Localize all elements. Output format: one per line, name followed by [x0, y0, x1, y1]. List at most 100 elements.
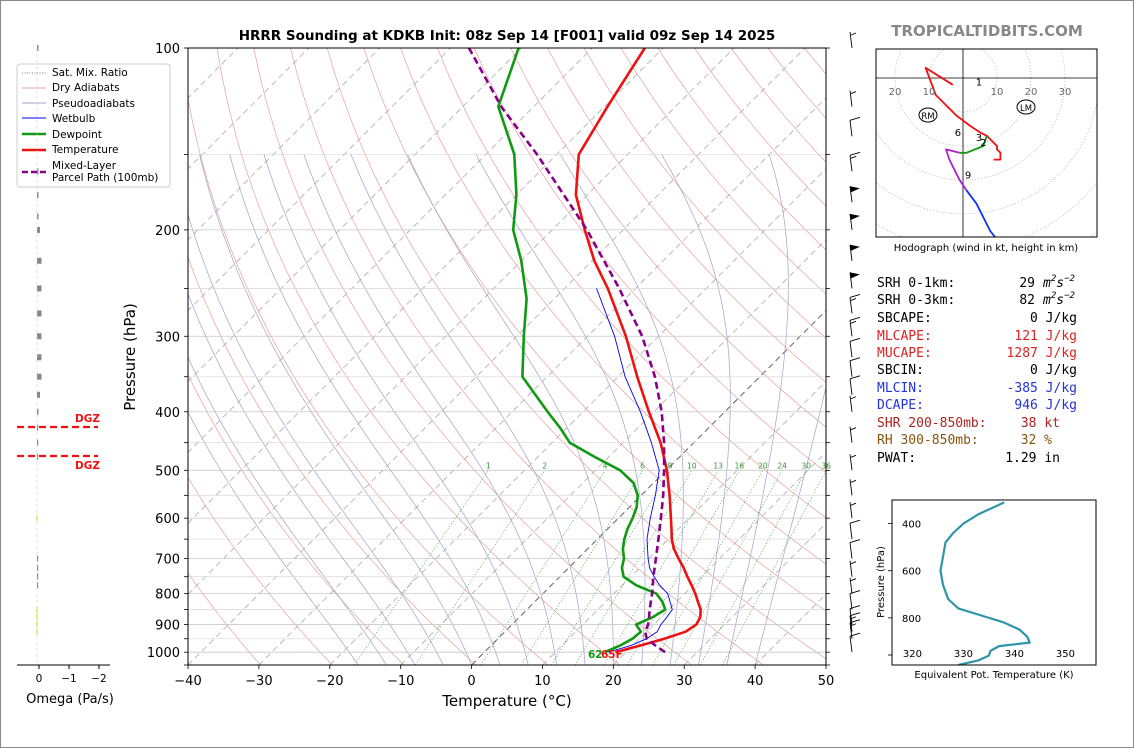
param-mlcape-label: MLCAPE:	[877, 329, 932, 344]
wind-barb	[849, 357, 861, 377]
wind-barb	[849, 31, 857, 49]
dry-adiabat	[216, 48, 621, 665]
y-tick-label: 500	[155, 464, 180, 479]
y-axis-ticks: 100 200 300 400 500 600 700 800 900 1000	[147, 42, 830, 666]
hodo-ring	[725, 0, 1134, 316]
x-tick-label: 20	[605, 674, 622, 689]
wind-barb	[849, 294, 861, 314]
theta-e-xlabel: Equivalent Pot. Temperature (K)	[914, 670, 1073, 681]
isotherm	[683, 522, 826, 665]
barb-staff	[849, 426, 853, 443]
hodograph-caption: Hodograph (wind in kt, height in km)	[894, 243, 1079, 254]
wind-barb	[849, 479, 857, 496]
omega-bar	[37, 168, 39, 175]
barb-staff	[849, 360, 853, 377]
wind-barb	[849, 375, 861, 395]
param-srh3-label: SRH 0-3km:	[877, 293, 955, 308]
isotherm	[542, 380, 826, 665]
theta-e-line	[939, 501, 1031, 665]
omega-bar	[37, 564, 39, 571]
y-tick-label: 800	[155, 588, 180, 603]
param-pwat-value: 1.29 in	[1005, 451, 1060, 466]
legend-label: Sat. Mix. Ratio	[52, 67, 128, 79]
barb-staff	[849, 395, 853, 412]
mixing-ratio-line	[652, 470, 764, 665]
mixing-ratio-line	[721, 470, 826, 665]
isotherm	[188, 48, 735, 595]
barb-staff	[849, 523, 853, 540]
barb-staff	[849, 31, 853, 49]
isotherm	[471, 309, 826, 665]
rm-marker	[918, 107, 938, 123]
theta-e-x-tick-label: 340	[1005, 649, 1024, 660]
barb-staff	[849, 341, 853, 358]
omega-bar	[37, 424, 39, 431]
x-tick-label: 50	[818, 674, 835, 689]
omega-bar	[37, 45, 39, 51]
isotherm	[258, 97, 826, 665]
hodograph-trace	[924, 66, 1002, 237]
series-mixed-layer-parcel-path-100mb-	[467, 48, 666, 654]
theta-e-x-tick-label: 330	[954, 649, 973, 660]
barb-full	[849, 539, 861, 544]
omega-bars	[36, 45, 42, 635]
param-shr-label: SHR 200-850mb:	[877, 416, 987, 431]
barb-staff	[849, 560, 853, 577]
barb-half	[850, 561, 857, 565]
theta-e-y-tick-label: 800	[902, 614, 921, 625]
x-tick-label: −20	[316, 674, 343, 689]
isotherm	[613, 451, 826, 665]
legend-label: Wetbulb	[52, 113, 96, 125]
barb-staff	[849, 244, 853, 261]
barb-staff	[849, 593, 853, 610]
theta-e-y-tick-label: 400	[902, 520, 921, 531]
barb-flag	[850, 244, 860, 251]
mixing-ratio-label: 30	[801, 461, 811, 470]
x-tick-label: 30	[676, 674, 693, 689]
y-tick-label: 600	[155, 512, 180, 527]
barb-staff	[849, 615, 853, 632]
omega-bar	[37, 333, 42, 340]
wind-barb	[849, 316, 861, 337]
wind-barb	[849, 519, 861, 540]
mixing-ratio-line	[480, 470, 606, 665]
dry-adiabat	[290, 48, 764, 665]
mixing-ratio-label: 4	[603, 461, 608, 470]
wind-barb	[849, 337, 861, 358]
omega-tick-label: 0	[36, 673, 43, 685]
barb-half	[850, 298, 857, 301]
pseudoadiabat	[475, 154, 646, 665]
theta-e-trace	[939, 501, 1031, 665]
theta-e-x-tick-label: 320	[903, 649, 922, 660]
isotherm	[329, 168, 826, 665]
dry-adiabat	[188, 373, 405, 665]
param-mucape-label: MUCAPE:	[877, 346, 932, 361]
wind-barb	[849, 590, 861, 610]
hodo-height-label: 9	[965, 170, 971, 181]
omega-tick-label: −1	[61, 673, 76, 685]
wind-barb	[849, 395, 857, 412]
dry-adiabat	[437, 48, 826, 519]
wind-barb	[849, 539, 861, 559]
theta-e-y-tick-label: 600	[902, 567, 921, 578]
mixing-ratio-label: 10	[687, 461, 697, 470]
param-srh3-unit: m2s−2	[1042, 291, 1075, 308]
mixing-ratio-label: 2	[542, 461, 547, 470]
legend-label: Dewpoint	[52, 129, 102, 141]
omega-bar	[37, 213, 39, 220]
dry-adiabat	[510, 48, 826, 428]
wind-barb	[849, 272, 860, 289]
lm-marker	[1016, 99, 1036, 115]
pseudoadiabat	[350, 154, 586, 665]
param-dcape-value: 946 J/kg	[1014, 398, 1077, 413]
barb-half	[850, 155, 857, 159]
barb-full	[849, 116, 861, 121]
omega-bar	[37, 555, 39, 562]
dry-adiabat	[804, 48, 826, 75]
mixing-ratio-line	[574, 470, 693, 665]
barb-half	[850, 623, 857, 627]
x-axis-ticks: −40 −30 −20 −10 0 10 20 30 40 50	[174, 665, 834, 689]
hodo-height-label: 1	[976, 78, 982, 89]
dry-adiabat	[473, 48, 826, 473]
param-sbcin-label: SBCIN:	[877, 363, 924, 378]
